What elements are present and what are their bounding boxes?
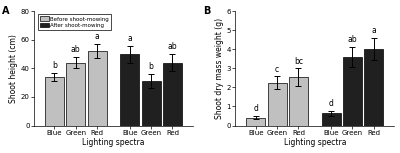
Text: a: a (127, 34, 132, 43)
Bar (289, 77, 308, 125)
Bar (142, 81, 160, 125)
Text: ab: ab (168, 42, 177, 51)
Text: b: b (52, 61, 57, 70)
Legend: Before shoot-mowing, After shoot-mowing: Before shoot-mowing, After shoot-mowing (38, 14, 111, 30)
Text: bc: bc (294, 57, 303, 66)
Bar (364, 49, 383, 125)
X-axis label: Lighting spectra: Lighting spectra (284, 138, 346, 147)
Bar (322, 113, 340, 125)
Bar (268, 83, 286, 125)
Y-axis label: Shoot dry mass weight (g): Shoot dry mass weight (g) (215, 18, 224, 119)
Text: d: d (329, 99, 334, 108)
Text: A: A (2, 6, 9, 16)
Text: a: a (372, 26, 376, 35)
Bar (88, 51, 106, 125)
Bar (120, 54, 139, 125)
Bar (163, 63, 182, 125)
Text: b: b (149, 62, 154, 71)
Text: B: B (203, 6, 211, 16)
Bar (246, 118, 265, 125)
Text: ab: ab (348, 35, 357, 44)
Bar (66, 63, 85, 125)
Text: d: d (253, 104, 258, 113)
X-axis label: Lighting spectra: Lighting spectra (82, 138, 145, 147)
Bar (343, 57, 362, 125)
Text: c: c (275, 65, 279, 74)
Text: a: a (95, 32, 100, 41)
Bar (45, 77, 64, 125)
Y-axis label: Shoot height (cm): Shoot height (cm) (9, 34, 18, 103)
Text: ab: ab (71, 45, 80, 54)
